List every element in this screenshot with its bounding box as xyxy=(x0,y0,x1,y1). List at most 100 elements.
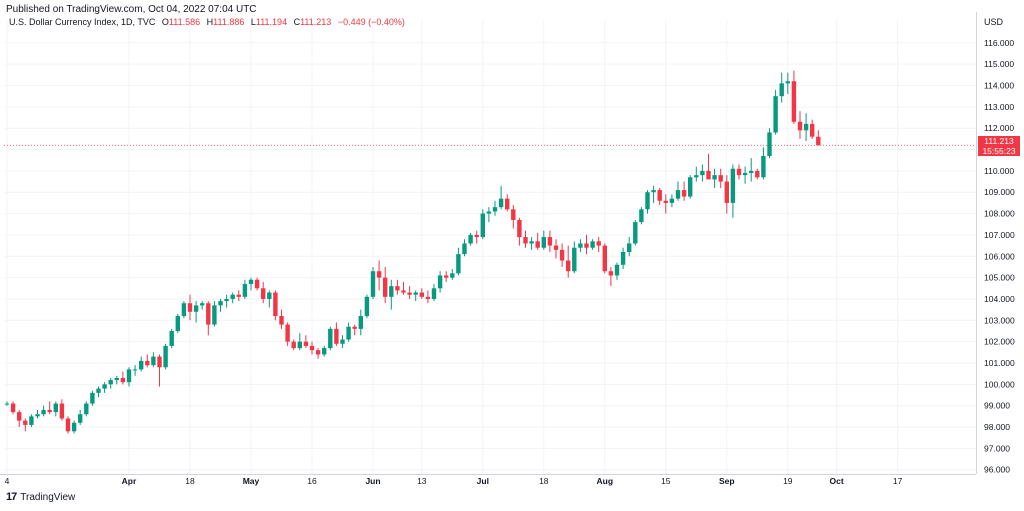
legend-low-label: L xyxy=(250,17,256,27)
candle-body xyxy=(578,243,583,248)
candle-body xyxy=(602,245,607,272)
candle-body xyxy=(358,316,363,329)
legend-close-label: C xyxy=(293,17,301,27)
brand-name: TradingView xyxy=(20,491,76,503)
price-tick-label: 99.000 xyxy=(984,401,1010,411)
candle-body xyxy=(4,403,10,405)
last-price-tag: 111.213 15:55:23 xyxy=(978,136,1020,156)
price-tick-label: 115.000 xyxy=(984,59,1014,69)
candle-body xyxy=(120,377,126,383)
candle-body xyxy=(206,303,211,325)
candle-body xyxy=(376,271,382,278)
candle-body xyxy=(187,303,193,312)
time-tick-label: 4 xyxy=(5,476,10,486)
candle-body xyxy=(590,241,595,248)
time-tick-label: Sep xyxy=(719,476,735,486)
candle-body xyxy=(779,83,784,97)
price-tick-label: 113.000 xyxy=(984,102,1014,112)
candle-body xyxy=(315,350,321,355)
candle-body xyxy=(261,288,266,299)
candle-body xyxy=(151,356,156,366)
tradingview-logo-icon: 17 xyxy=(6,491,17,503)
price-tick-label: 106.000 xyxy=(984,251,1015,261)
candle-body xyxy=(639,209,644,223)
price-tick-label: 100.000 xyxy=(984,379,1015,389)
time-tick-label: Aug xyxy=(597,476,614,486)
time-tick-label: 17 xyxy=(893,476,903,486)
candle-body xyxy=(669,198,675,203)
candle-body xyxy=(102,384,107,389)
candle-body xyxy=(108,380,113,385)
candle-body xyxy=(517,219,522,238)
price-tick-label: 116.000 xyxy=(984,38,1014,48)
candle-body xyxy=(169,330,174,346)
candle-body xyxy=(303,341,309,346)
candle-body xyxy=(328,328,333,349)
candle-body xyxy=(364,296,370,317)
time-tick-label: Oct xyxy=(830,476,844,486)
candle-body xyxy=(511,209,516,220)
price-tick-label: 114.000 xyxy=(984,81,1014,91)
candle-body xyxy=(492,207,498,212)
legend-close-value: 111.213 xyxy=(300,17,332,27)
candle-body xyxy=(529,241,534,244)
candle-body xyxy=(523,237,528,244)
candle-body xyxy=(559,249,565,261)
candle-body xyxy=(53,403,58,413)
tradingview-brand[interactable]: 17 TradingView xyxy=(6,491,75,503)
candle-body xyxy=(224,298,229,302)
candle-body xyxy=(681,190,687,197)
candle-body xyxy=(163,345,168,368)
candle-body xyxy=(29,416,34,425)
candle-body xyxy=(352,326,357,329)
candle-body xyxy=(309,345,315,351)
candle-body xyxy=(755,170,760,178)
candle-body xyxy=(785,81,790,84)
candle-body xyxy=(242,284,248,297)
candle-body xyxy=(505,198,510,210)
price-tick-label: 96.000 xyxy=(984,465,1010,475)
candle-body xyxy=(17,412,22,421)
legend-low-value: 111.194 xyxy=(255,17,288,27)
time-tick-label: 13 xyxy=(417,476,427,486)
published-header: Published on TradingView.com, Oct 04, 20… xyxy=(6,4,257,15)
candle-body xyxy=(139,360,144,370)
candle-body xyxy=(285,324,290,342)
candle-body xyxy=(346,326,351,340)
candle-body xyxy=(620,252,626,265)
price-tick-label: 105.000 xyxy=(984,273,1015,283)
candle-body xyxy=(35,414,40,417)
candle-body xyxy=(706,170,711,180)
candle-body xyxy=(437,275,443,289)
candle-body xyxy=(474,234,479,238)
candle-body xyxy=(803,123,809,131)
candle-body xyxy=(114,377,119,381)
candle-body xyxy=(267,292,272,299)
price-tick-label: 97.000 xyxy=(984,443,1010,453)
price-tick-label: 102.000 xyxy=(984,337,1015,347)
candle-body xyxy=(810,123,815,137)
candle-body xyxy=(254,279,260,289)
candle-body xyxy=(718,175,723,182)
time-tick-label: Jun xyxy=(365,476,380,486)
candle-body xyxy=(694,175,699,178)
price-axis-currency: USD xyxy=(984,17,1004,27)
candle-body xyxy=(90,392,95,404)
candle-body xyxy=(633,222,638,244)
candle-body xyxy=(389,286,394,297)
time-tick-label: May xyxy=(243,476,260,486)
chart-legend: U.S. Dollar Currency Index, 1D, TVC O111… xyxy=(9,17,405,27)
candle-body xyxy=(279,316,284,325)
legend-high-value: 111.886 xyxy=(213,17,245,27)
candle-body xyxy=(486,211,492,214)
candle-body xyxy=(71,422,77,432)
candle-body xyxy=(736,168,742,176)
candle-body xyxy=(657,190,662,201)
candle-body xyxy=(248,279,254,285)
candle-body xyxy=(297,341,302,349)
candle-body xyxy=(193,305,199,312)
time-tick-label: 15 xyxy=(661,476,671,486)
candle-body xyxy=(712,175,717,180)
